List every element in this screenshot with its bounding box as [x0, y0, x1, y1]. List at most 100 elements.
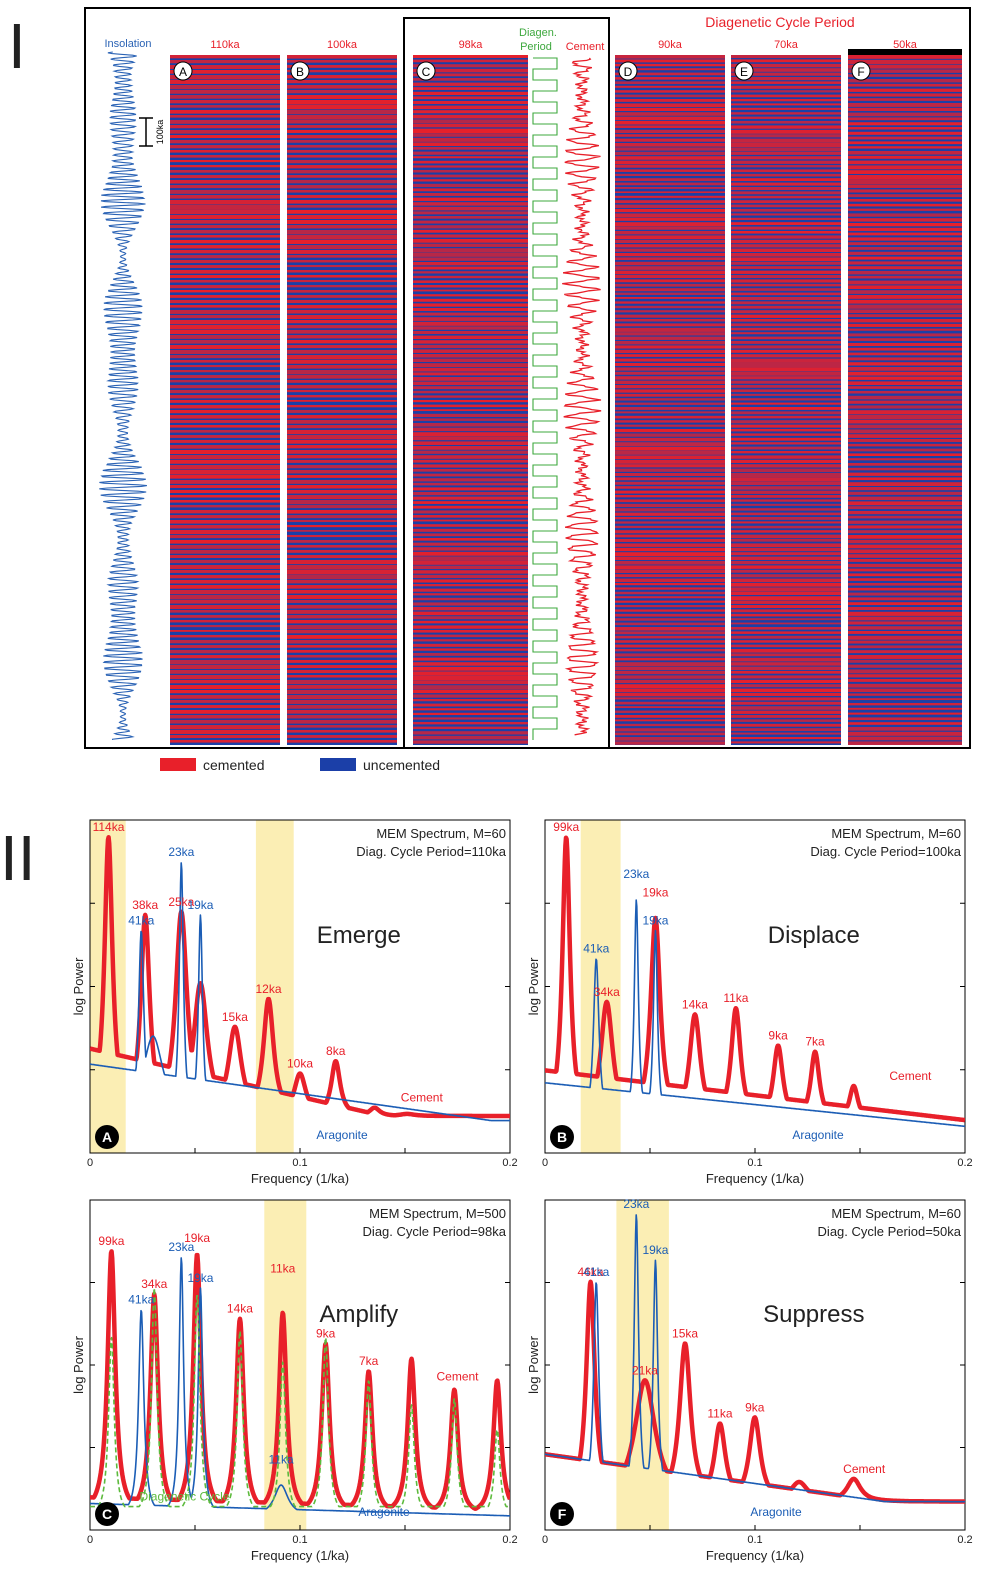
- cemented-band: [731, 68, 841, 72]
- cemented-band: [848, 352, 962, 356]
- cemented-band: [848, 549, 962, 554]
- cemented-band: [731, 314, 841, 318]
- peak-label: 21ka: [632, 1363, 658, 1377]
- panel-letter: B: [557, 1129, 567, 1145]
- peak-label: Aragonite: [792, 1128, 844, 1142]
- cemented-band: [170, 490, 280, 494]
- cemented-band: [170, 520, 280, 524]
- cemented-band: [731, 310, 841, 314]
- cemented-band: [848, 458, 962, 461]
- cemented-band: [413, 312, 528, 316]
- cemented-band: [170, 400, 280, 403]
- cemented-band: [615, 420, 725, 423]
- cemented-band: [413, 731, 528, 735]
- cemented-band: [615, 85, 725, 88]
- cemented-band: [170, 555, 280, 558]
- cemented-band: [413, 694, 528, 698]
- peak-label: 19ka: [642, 913, 668, 927]
- stripe-columns: A 110ka B 100ka C 98ka D 90ka E 70ka F 50ka: [170, 39, 962, 745]
- cemented-band: [731, 63, 841, 68]
- cemented-band: [413, 358, 528, 363]
- cemented-band: [413, 367, 528, 372]
- cemented-band: [170, 245, 280, 249]
- cemented-band: [848, 208, 962, 211]
- peak-label: 25ka: [168, 895, 194, 909]
- cemented-band: [170, 730, 280, 734]
- cemented-band: [848, 194, 962, 198]
- cemented-band: [287, 275, 397, 278]
- cemented-band: [615, 600, 725, 603]
- cemented-band: [287, 470, 397, 474]
- cemented-band: [287, 535, 397, 538]
- cemented-band: [615, 627, 725, 631]
- cemented-band: [287, 310, 397, 314]
- cemented-band: [287, 720, 397, 724]
- cemented-band: [170, 500, 280, 503]
- cemented-band: [848, 568, 962, 572]
- cemented-band: [413, 202, 528, 206]
- cemented-band: [731, 451, 841, 454]
- column-badge: [173, 61, 193, 81]
- cemented-band: [287, 500, 397, 505]
- cemented-band: [848, 621, 962, 625]
- cemented-band: [413, 289, 528, 292]
- cemented-band: [848, 88, 962, 92]
- cemented-band: [170, 160, 280, 163]
- cemented-band: [731, 578, 841, 583]
- cemented-band: [848, 175, 962, 180]
- cemented-band: [170, 420, 280, 423]
- peak-label: 41ka: [128, 913, 154, 927]
- cemented-band: [287, 135, 397, 139]
- cemented-band: [170, 390, 280, 394]
- cemented-band: [413, 653, 528, 656]
- cemented-band: [287, 675, 397, 678]
- cemented-band: [287, 215, 397, 220]
- cemented-band: [287, 490, 397, 494]
- cemented-band: [848, 530, 962, 534]
- cemented-band: [287, 75, 397, 79]
- peak-label: 11ka: [269, 1453, 294, 1467]
- cemented-band: [731, 301, 841, 305]
- cemented-band: [731, 710, 841, 714]
- cemented-band: [848, 583, 962, 586]
- cemented-band: [287, 480, 397, 484]
- cemented-band: [170, 695, 280, 699]
- x-tick-label: 0.1: [292, 1157, 307, 1169]
- cemented-band: [170, 295, 280, 298]
- panel-badge: [95, 1125, 119, 1149]
- cemented-band: [615, 235, 725, 240]
- cemented-band: [287, 185, 397, 189]
- cemented-band: [287, 645, 397, 648]
- cemented-band: [615, 314, 725, 318]
- cemented-band: [413, 432, 528, 437]
- cemented-band: [731, 182, 841, 186]
- plot-frame: [544, 1199, 966, 1531]
- cemented-band: [731, 257, 841, 262]
- cemented-band: [731, 693, 841, 696]
- panel-title-line-1: MEM Spectrum, M=60: [831, 1206, 961, 1221]
- cemented-band: [287, 60, 397, 63]
- cemented-band: [731, 305, 841, 309]
- cemented-band: [848, 55, 962, 59]
- cemented-band: [731, 200, 841, 204]
- cemented-band: [731, 371, 841, 376]
- cemented-band: [731, 719, 841, 722]
- y-axis-label: log Power: [526, 1335, 541, 1393]
- cemented-band: [170, 260, 280, 264]
- cemented-band: [731, 235, 841, 239]
- cemented-band: [413, 648, 528, 651]
- cemented-band: [287, 660, 397, 663]
- cemented-band: [731, 151, 841, 155]
- cemented-band: [170, 330, 280, 335]
- cemented-band: [731, 477, 841, 482]
- cemented-band: [731, 437, 841, 441]
- cemented-band: [731, 446, 841, 450]
- cemented-band: [287, 300, 397, 303]
- cemented-band: [615, 354, 725, 357]
- cemented-band: [170, 55, 280, 59]
- cemented-band: [848, 405, 962, 409]
- cemented-band: [287, 635, 397, 639]
- cemented-band: [170, 445, 280, 449]
- panel-effect-label: Suppress: [763, 1301, 864, 1328]
- cemented-band: [287, 575, 397, 580]
